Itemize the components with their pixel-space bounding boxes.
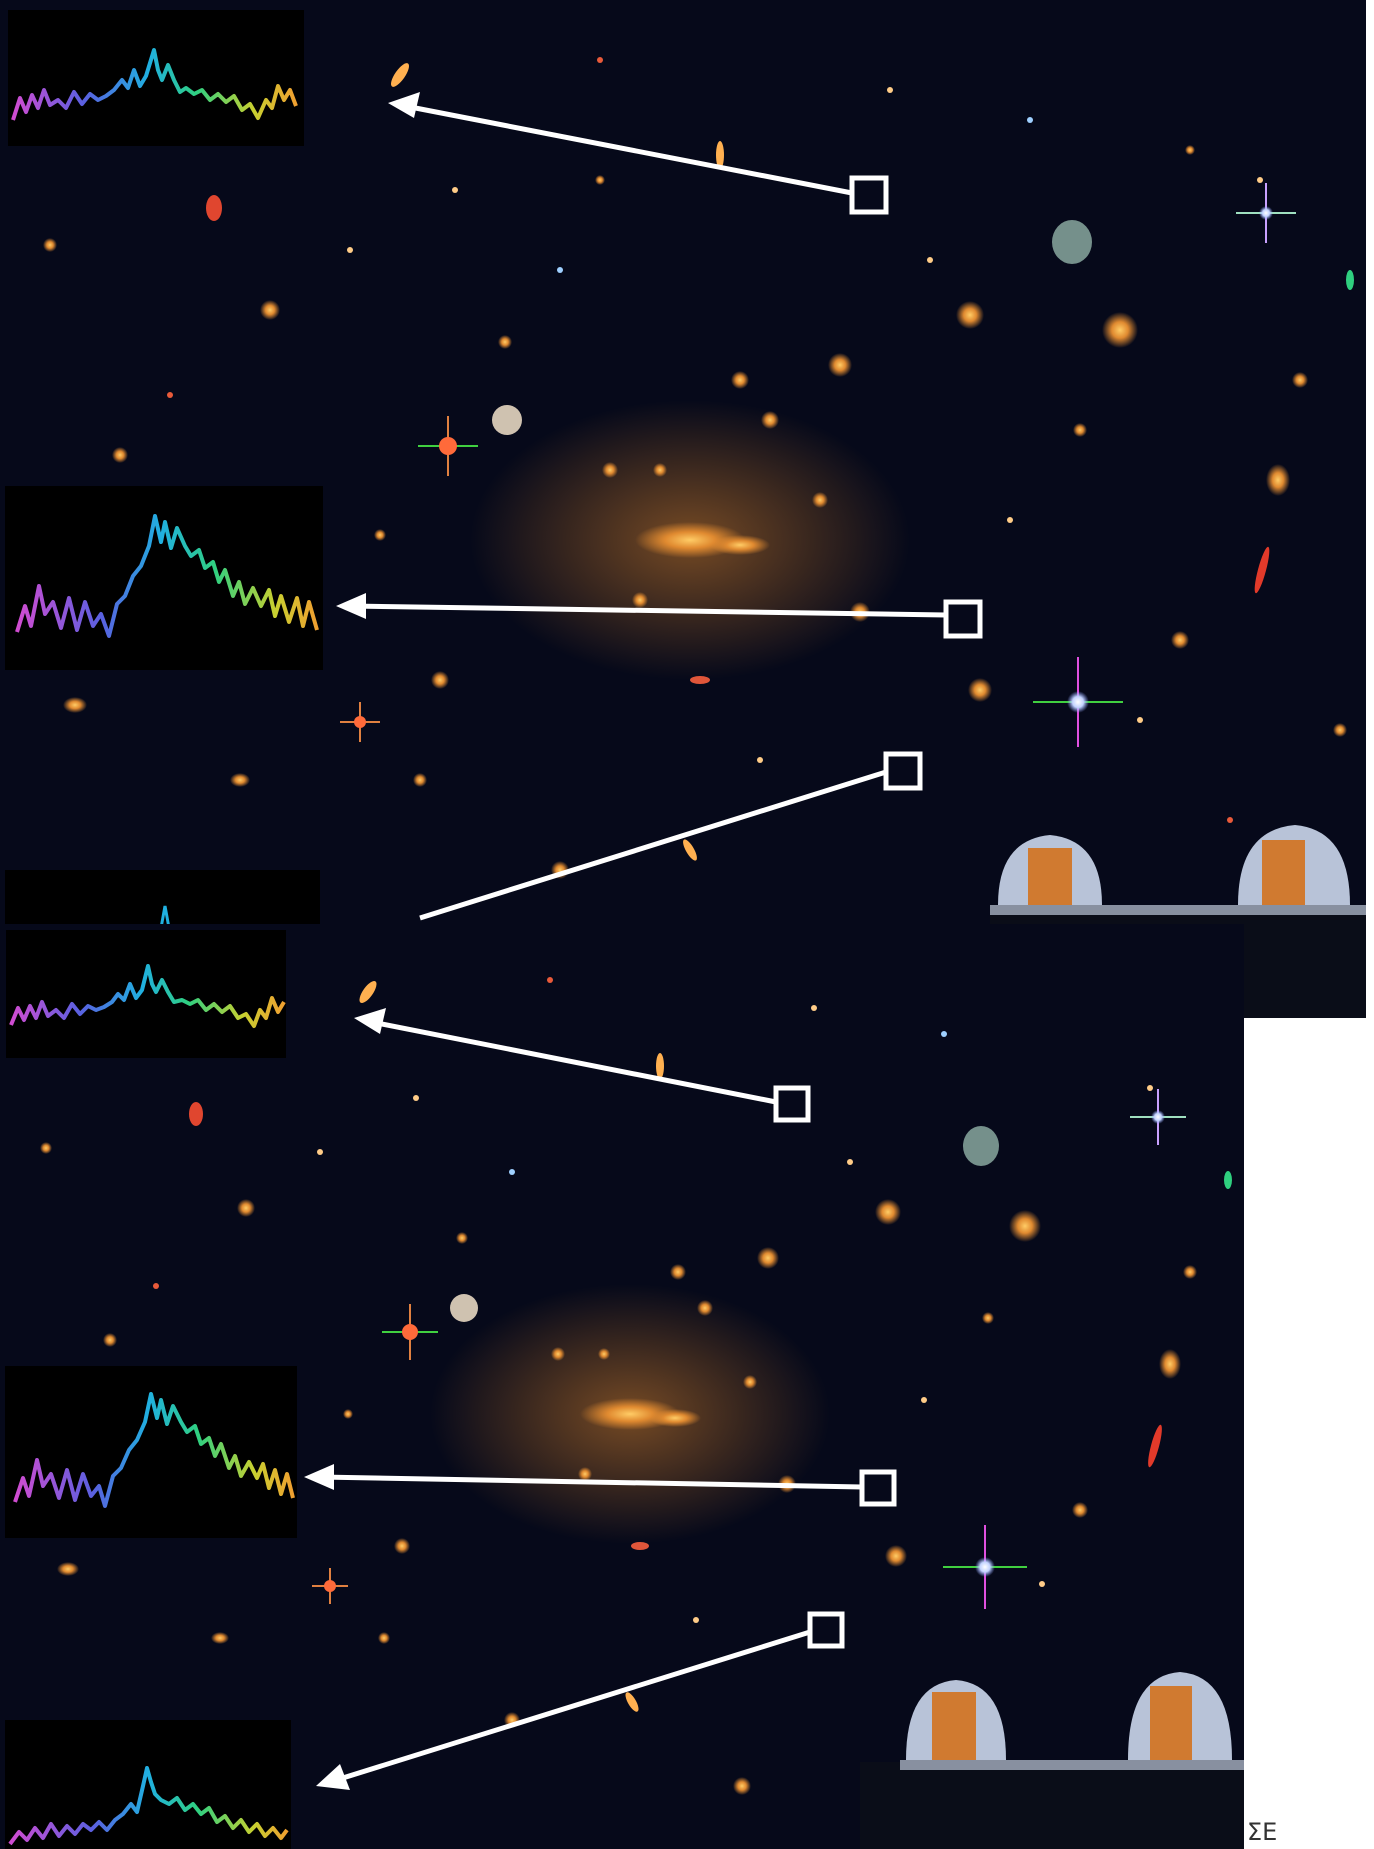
caption-text: ΣΕ [1247, 1818, 1278, 1846]
sky-image-bottom [0, 924, 1244, 1849]
arrow-1 [399, 102, 853, 196]
spectrum-inset-3-partial [5, 870, 320, 928]
stars-bottom [312, 1089, 1186, 1609]
spectrum-inset-6 [5, 1720, 291, 1849]
spectrum-1 [11, 48, 298, 121]
spectrum-inset-1 [8, 10, 304, 146]
sky-image-top [0, 0, 1366, 1018]
spectrum-inset-5 [5, 1366, 297, 1538]
stars-top [340, 183, 1296, 747]
spectrum-4 [9, 964, 286, 1028]
arrow-4 [371, 1019, 777, 1105]
arrow-6 [329, 1629, 811, 1785]
arrow-5 [319, 1474, 863, 1490]
target-box-5 [859, 1469, 897, 1507]
markers-top [336, 92, 983, 921]
target-box-2 [943, 599, 983, 639]
spectrum-inset-2 [5, 486, 323, 670]
arrow-2 [349, 603, 947, 618]
spectrum-5 [13, 1392, 295, 1508]
arrow-3 [419, 769, 887, 921]
spectrum-6 [8, 1766, 289, 1846]
target-box-4 [773, 1085, 811, 1123]
spectrum-2 [15, 514, 319, 638]
target-box-6 [807, 1611, 845, 1649]
galaxies-top [43, 57, 1354, 988]
telescope-domes-bottom [860, 1672, 1244, 1849]
markers-bottom [304, 1008, 897, 1790]
spectrum-3-partial [159, 905, 171, 928]
spectrum-inset-4 [6, 930, 286, 1058]
target-box-3 [883, 751, 923, 791]
target-box-1 [849, 175, 889, 215]
